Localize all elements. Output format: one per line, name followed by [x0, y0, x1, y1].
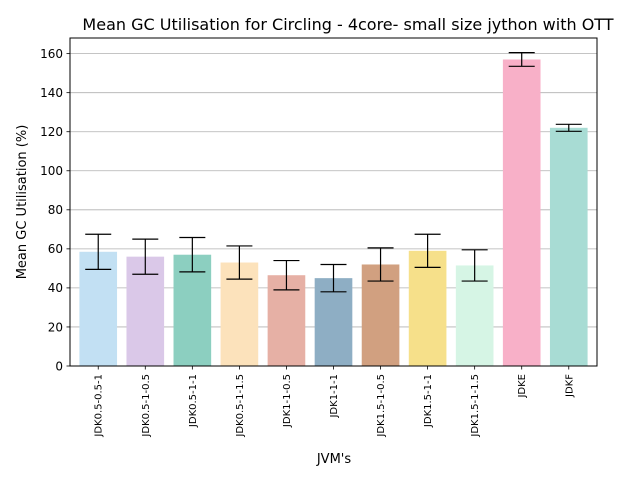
bar	[502, 59, 541, 366]
x-tick-label: JDK0.5-1-1	[188, 374, 199, 428]
y-tick-label: 60	[48, 242, 63, 256]
x-tick-label: JDK1.5-1-1.5	[470, 374, 481, 438]
bar	[126, 256, 165, 366]
x-tick-label: JDK1.5-1-1	[423, 374, 434, 428]
x-tick-label: JDK0.5-0.5-1	[94, 374, 105, 438]
error-bars	[85, 52, 582, 293]
bar	[173, 254, 212, 366]
bar	[408, 250, 447, 366]
x-tick-label: JDKE	[517, 374, 528, 399]
x-tick-label: JDKF	[564, 374, 575, 398]
x-tick-label: JDK1-1-1	[329, 374, 340, 419]
x-tick-label: JDK1-1-0.5	[282, 374, 293, 428]
bars	[79, 59, 588, 366]
bar	[549, 127, 588, 366]
y-tick-label: 0	[55, 359, 63, 373]
y-axis-ticks: 0 20 40 60 80 100 120 140 160	[40, 47, 70, 373]
bar	[314, 278, 353, 366]
x-axis-ticks: JDK0.5-0.5-1 JDK0.5-1-0.5 JDK0.5-1-1 JDK0.5…	[94, 366, 575, 438]
chart-title: Mean GC Utilisation for Circling - 4core…	[82, 15, 613, 34]
bar	[79, 251, 118, 366]
y-tick-label: 140	[40, 86, 63, 100]
y-tick-label: 160	[40, 47, 63, 61]
y-tick-label: 120	[40, 125, 63, 139]
y-tick-label: 80	[48, 203, 63, 217]
y-tick-label: 100	[40, 164, 63, 178]
y-tick-label: 20	[48, 320, 63, 334]
x-tick-label: JDK0.5-1-0.5	[141, 374, 152, 438]
y-axis-label: Mean GC Utilisation (%)	[15, 125, 30, 280]
bar	[220, 262, 259, 366]
x-tick-label: JDK0.5-1-1.5	[235, 374, 246, 438]
x-axis-label: JVM's	[316, 452, 352, 467]
bar	[455, 265, 494, 366]
x-tick-label: JDK1.5-1-0.5	[376, 374, 387, 438]
y-tick-label: 40	[48, 281, 63, 295]
